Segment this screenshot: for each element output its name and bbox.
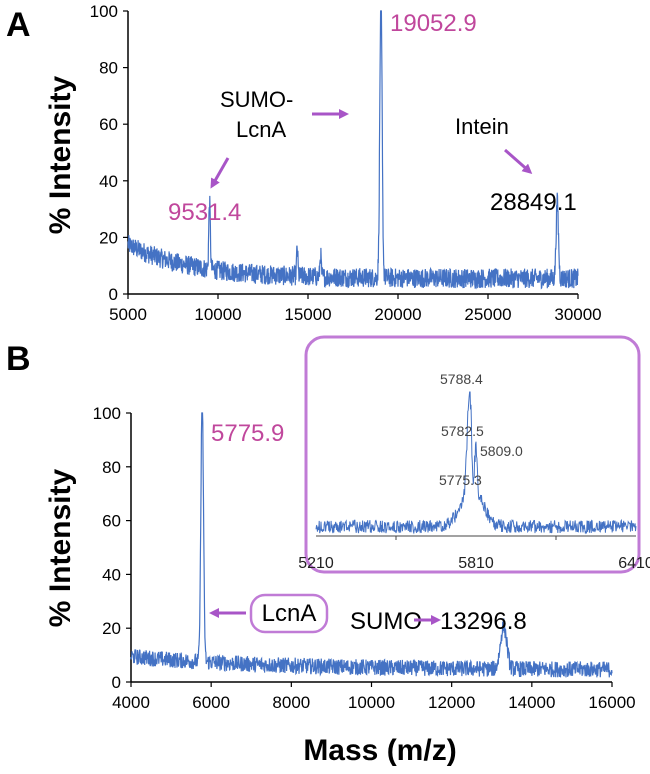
panel-b: B % Intensity 0 20 40 60 80 100 4000 6000 8000 1…	[6, 335, 650, 712]
inset-xtick-label: 5210	[298, 555, 334, 572]
panel-a-label-19052: 19052.9	[390, 10, 477, 37]
panel-a-ytick-label: 100	[90, 2, 118, 21]
panel-b-label-13296: 13296.8	[440, 608, 527, 635]
x-axis-label: Mass (m/z)	[303, 734, 456, 767]
panel-a-xtick-label: 20000	[374, 305, 421, 324]
panel-a-arrow-9531	[210, 157, 230, 189]
panel-b-xtick-label: 4000	[112, 693, 150, 712]
inset-xticks: 5210 5810 6410	[298, 536, 650, 572]
panel-b-spectrum-trace	[130, 412, 613, 678]
inset-label-5809: 5809.0	[480, 443, 523, 459]
panel-b-ytick-label: 100	[93, 404, 121, 423]
panel-a-label-lcna: LcnA	[236, 117, 286, 142]
inset-border	[304, 335, 641, 574]
panel-b-ytick-label: 60	[102, 512, 121, 531]
panel-a-ylabel: % Intensity	[44, 76, 77, 235]
panel-a-label-28849: 28849.1	[490, 189, 577, 216]
panel-a-ytick-label: 60	[99, 115, 118, 134]
panel-b-xtick-label: 12000	[428, 693, 475, 712]
panel-b-lcna-box	[249, 593, 329, 634]
panel-b-xticks: 4000 6000 8000 10000 12000 14000 16000	[112, 682, 636, 712]
panel-b-xtick-label: 8000	[272, 693, 310, 712]
panel-b-ytick-label: 80	[102, 458, 121, 477]
panel-a-arrow-intein	[504, 148, 533, 174]
panel-a-ytick-label: 40	[99, 172, 118, 191]
inset-label-5788: 5788.4	[440, 371, 483, 387]
panel-b-ytick-label: 20	[102, 619, 121, 638]
panel-b-label-lcna: LcnA	[262, 600, 317, 627]
inset-label-5782: 5782.5	[441, 423, 484, 439]
panel-b-letter: B	[6, 340, 31, 378]
panel-b-xtick-label: 16000	[588, 693, 635, 712]
panel-b-label-sumo: SUMO	[350, 608, 422, 635]
panel-a-xticks: 5000 10000 15000 20000 25000 30000	[109, 294, 602, 324]
panel-b-inset: 5210 5810 6410 5788.4 5782.5 5809.0 5775.3	[298, 335, 650, 574]
inset-label-5775: 5775.3	[439, 472, 482, 488]
panel-a-xtick-label: 10000	[194, 305, 241, 324]
panel-a-label-intein: Intein	[455, 114, 509, 139]
panel-a-yticks: 0 20 40 60 80 100	[90, 2, 128, 304]
panel-a-spectrum-trace	[127, 10, 579, 290]
inset-xtick-label: 6410	[618, 555, 650, 572]
panel-a: A % Intensity 0 20 40 60 80 100 5000 10000 1500…	[6, 2, 602, 324]
panel-a-ytick-label: 80	[99, 59, 118, 78]
panel-b-ytick-label: 0	[112, 673, 121, 692]
inset-spectrum-trace	[315, 391, 637, 535]
panel-b-label-5775: 5775.9	[211, 420, 284, 447]
panel-a-xtick-label: 25000	[464, 305, 511, 324]
panel-a-label-sumo: SUMO-	[220, 87, 293, 112]
panel-b-xtick-label: 14000	[508, 693, 555, 712]
panel-a-xtick-label: 15000	[284, 305, 331, 324]
panel-a-label-9531: 9531.4	[168, 199, 241, 226]
inset-xtick-label: 5810	[458, 555, 494, 572]
panel-b-ylabel: % Intensity	[44, 469, 77, 628]
panel-a-xtick-label: 30000	[554, 305, 601, 324]
panel-a-ytick-label: 20	[99, 228, 118, 247]
panel-b-xtick-label: 10000	[348, 693, 395, 712]
panel-a-ytick-label: 0	[109, 285, 118, 304]
panel-b-ytick-label: 40	[102, 565, 121, 584]
panel-a-xtick-label: 5000	[109, 305, 147, 324]
panel-b-xtick-label: 6000	[192, 693, 230, 712]
panel-a-letter: A	[6, 6, 31, 44]
panel-b-yticks: 0 20 40 60 80 100	[93, 404, 131, 692]
